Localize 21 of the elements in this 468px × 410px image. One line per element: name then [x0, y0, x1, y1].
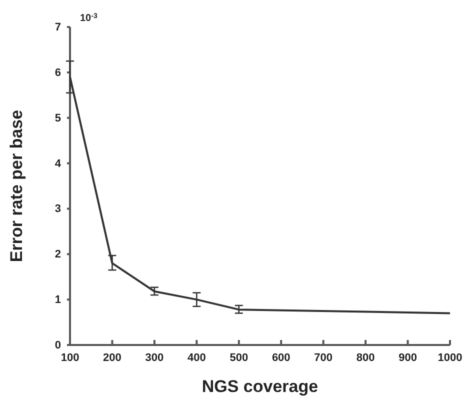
x-tick-label: 100 — [60, 352, 80, 364]
x-tick-label: 500 — [230, 352, 248, 364]
x-tick-label: 300 — [145, 352, 164, 364]
y-axis-title: Error rate per base — [7, 110, 26, 262]
y-tick-label: 6 — [54, 66, 61, 79]
x-tick-label: 600 — [272, 352, 290, 364]
y-tick-label: 4 — [54, 158, 62, 170]
x-tick-label: 900 — [398, 352, 417, 364]
text: 10$^{-3}$ — [80, 12, 98, 24]
y-tick-label: 1 — [54, 294, 61, 306]
y-tick-label: 5 — [54, 112, 61, 124]
x-tick-label: 700 — [314, 352, 333, 364]
x-tick-label: 1000 — [438, 352, 462, 364]
x-tick-label: 800 — [356, 352, 375, 364]
y-tick-label: 2 — [54, 248, 61, 261]
x-tick-label: 200 — [103, 352, 122, 364]
y-tick-label: 0 — [54, 340, 61, 352]
x-axis-title: NGS coverage — [202, 377, 318, 396]
y-tick-label: 7 — [54, 22, 61, 34]
x-tick-label: 400 — [187, 352, 206, 364]
y-tick-label: 3 — [54, 203, 61, 216]
